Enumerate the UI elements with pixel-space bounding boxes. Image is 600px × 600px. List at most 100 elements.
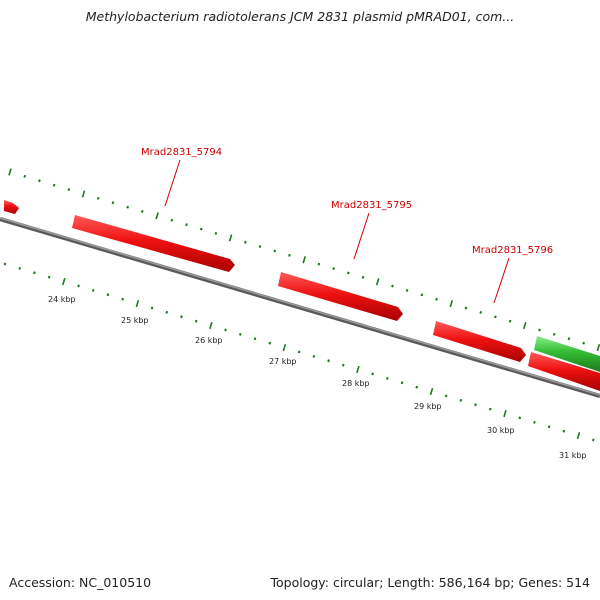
scale-minor-tick [126, 205, 129, 209]
scale-minor-tick [121, 297, 124, 301]
scale-minor-tick [33, 271, 36, 275]
scale-minor-tick [111, 201, 115, 205]
scale-minor-tick [52, 183, 56, 187]
scale-minor-tick [341, 363, 345, 367]
scale-major-tick [576, 431, 581, 440]
scale-minor-tick [494, 315, 497, 319]
scale-minor-tick [518, 416, 522, 420]
scale-minor-tick [288, 253, 291, 257]
scale-minor-tick [297, 350, 301, 354]
scale-minor-tick [185, 223, 188, 227]
gene-arrow-partial[interactable] [4, 200, 19, 214]
gene-callouts [164, 159, 510, 304]
scale-major-tick [282, 343, 287, 352]
scale-minor-tick [489, 407, 492, 411]
scale-minor-tick [258, 245, 262, 248]
scale-tick-label: 27 kbp [269, 357, 297, 366]
scale-minor-tick [38, 179, 41, 183]
scale-minor-tick [141, 210, 144, 213]
scale-minor-tick [591, 438, 595, 442]
scale-major-tick [356, 365, 360, 374]
scale-minor-tick [538, 328, 541, 332]
scale-major-tick [155, 212, 159, 220]
scale-minor-tick [194, 319, 198, 323]
scale-minor-tick [224, 328, 227, 332]
map-title: Methylobacterium radiotolerans JCM 2831 … [85, 9, 515, 24]
scale-minor-tick [420, 293, 424, 297]
scale-minor-tick [435, 297, 438, 301]
scale-minor-tick [508, 319, 512, 323]
scale-minor-tick [239, 332, 242, 336]
scale-minor-tick [3, 262, 7, 266]
scale-minor-tick [214, 232, 218, 235]
scale-minor-tick [552, 332, 556, 336]
scale-minor-tick [347, 271, 350, 275]
scale-minor-tick [386, 376, 389, 380]
scale-major-tick [523, 321, 527, 330]
scale-minor-tick [391, 284, 394, 288]
scale-minor-tick [96, 196, 100, 200]
scale-tick-label: 31 kbp [559, 451, 587, 460]
scale-minor-tick [244, 240, 247, 244]
scale-minor-tick [47, 275, 51, 279]
summary-text: Topology: circular; Length: 586,164 bp; … [270, 575, 591, 590]
scale-minor-tick [459, 398, 463, 402]
scale-tick-label: 29 kbp [414, 402, 442, 411]
scale-major-tick [62, 277, 66, 286]
backbone-track [0, 216, 600, 399]
scale-major-tick [81, 190, 86, 198]
scale-tick-label: 25 kbp [121, 316, 149, 325]
scale-minor-tick [547, 425, 551, 429]
gene-label[interactable]: Mrad2831_5794 [141, 147, 222, 158]
scale-major-tick [429, 387, 434, 396]
scale-tick-label: 24 kbp [48, 295, 76, 304]
scale-major-tick [375, 278, 380, 286]
scale-major-tick [228, 234, 233, 242]
gene-arrow-mrad2831-5794[interactable] [72, 215, 235, 272]
scale-tick-label: 28 kbp [342, 379, 370, 388]
gene-arrow-mrad2831-5796[interactable] [433, 321, 526, 362]
scale-minor-tick [327, 359, 330, 363]
scale-minor-tick [170, 218, 174, 222]
scale-minor-tick [533, 420, 536, 424]
scale-major-tick [135, 299, 140, 308]
upper-scale-track [8, 168, 600, 352]
scale-minor-tick [464, 306, 468, 310]
scale-minor-tick [180, 315, 183, 319]
scale-minor-tick [567, 337, 571, 341]
scale-minor-tick [400, 381, 404, 385]
scale-minor-tick [106, 293, 110, 297]
scale-minor-tick [312, 354, 316, 358]
scale-minor-tick [562, 429, 566, 433]
scale-minor-tick [479, 311, 482, 314]
scale-minor-tick [91, 288, 95, 292]
scale-major-tick [503, 409, 507, 418]
scale-major-tick [302, 256, 306, 264]
scale-minor-tick [165, 310, 169, 314]
scale-labels: 24 kbp 25 kbp 26 kbp 27 kbp 28 kbp 29 kb… [48, 295, 587, 460]
accession-text: Accession: NC_010510 [9, 575, 152, 590]
scale-minor-tick [332, 267, 335, 270]
scale-minor-tick [405, 289, 409, 292]
scale-minor-tick [150, 306, 154, 310]
gene-arrow-mrad2831-5795[interactable] [278, 272, 403, 321]
scale-tick-label: 26 kbp [195, 336, 223, 345]
gene-arrow-reverse-partial[interactable] [534, 336, 600, 372]
scale-major-tick [8, 168, 12, 176]
scale-minor-tick [474, 403, 477, 407]
gene-arrow-partial-right[interactable] [528, 352, 600, 391]
lower-scale-track [3, 262, 595, 442]
scale-minor-tick [582, 341, 585, 345]
scale-tick-label: 30 kbp [487, 426, 515, 435]
gene-label[interactable]: Mrad2831_5795 [331, 200, 412, 211]
scale-minor-tick [253, 337, 257, 341]
scale-major-tick [596, 343, 600, 352]
scale-minor-tick [268, 341, 272, 345]
scale-minor-tick [23, 174, 27, 178]
scale-minor-tick [361, 275, 365, 279]
scale-minor-tick [415, 385, 419, 389]
gene-label[interactable]: Mrad2831_5796 [472, 245, 553, 256]
scale-minor-tick [199, 227, 203, 231]
scale-minor-tick [18, 266, 21, 270]
scale-minor-tick [371, 372, 374, 376]
